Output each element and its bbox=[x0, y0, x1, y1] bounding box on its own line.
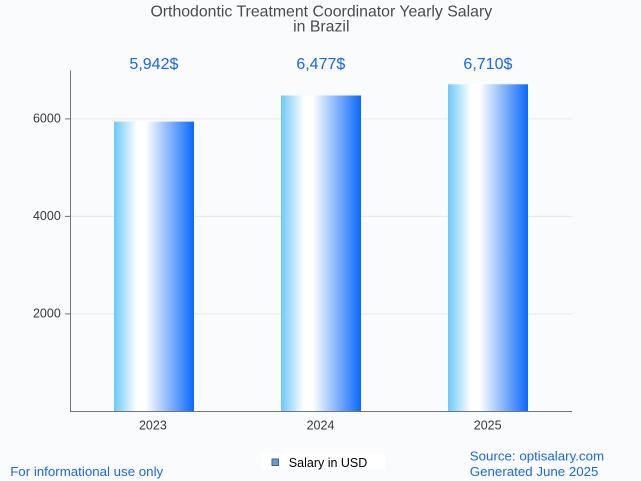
svg-text:in Brazil: in Brazil bbox=[293, 19, 349, 36]
svg-text:6000: 6000 bbox=[33, 112, 61, 126]
svg-text:6,477$: 6,477$ bbox=[296, 56, 345, 73]
svg-text:5,942$: 5,942$ bbox=[129, 56, 178, 73]
svg-text:Salary in USD: Salary in USD bbox=[289, 456, 368, 470]
svg-text:6,710$: 6,710$ bbox=[463, 56, 512, 73]
svg-text:2023: 2023 bbox=[139, 419, 167, 433]
svg-text:2024: 2024 bbox=[307, 419, 335, 433]
svg-text:4000: 4000 bbox=[33, 209, 61, 223]
svg-text:Orthodontic Treatment Coordina: Orthodontic Treatment Coordinator Yearly… bbox=[150, 4, 492, 21]
svg-text:Source: optisalary.com: Source: optisalary.com bbox=[470, 449, 604, 464]
svg-text:2025: 2025 bbox=[474, 419, 502, 433]
svg-text:2000: 2000 bbox=[33, 307, 61, 321]
svg-text:Generated June 2025: Generated June 2025 bbox=[470, 464, 599, 479]
svg-text:For informational use only: For informational use only bbox=[10, 464, 163, 479]
